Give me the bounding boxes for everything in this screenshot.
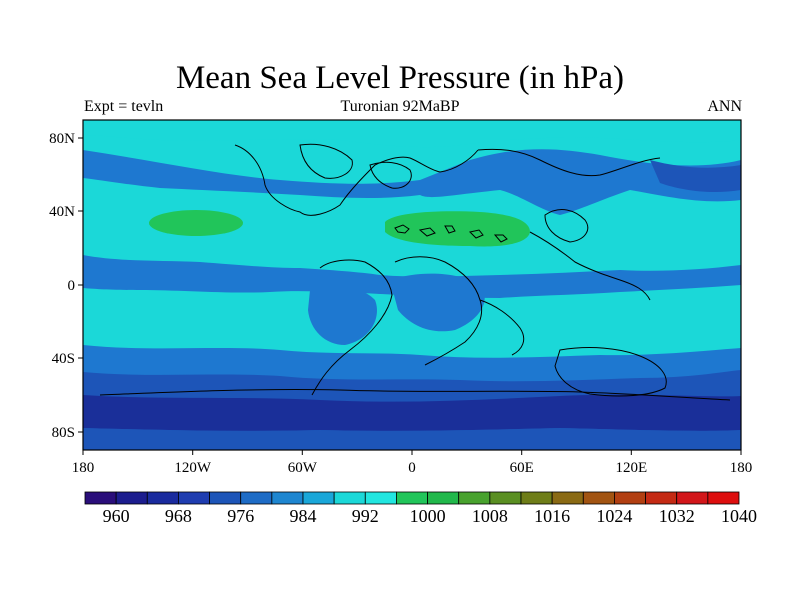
south-america-low: [308, 285, 377, 345]
lon-label-180w: 180: [72, 460, 95, 476]
colorbar-swatch: [271, 491, 304, 505]
coast-laurasia-east: [477, 148, 661, 177]
colorbar-label: 992: [352, 506, 379, 526]
colorbar-swatch: [396, 491, 428, 505]
colorbar-swatch: [209, 491, 242, 505]
map-title: Mean Sea Level Pressure (in hPa): [175, 60, 625, 96]
coast-north-america: [234, 144, 479, 216]
colorbar-swatch: [582, 491, 615, 505]
colorbar-label: 984: [290, 506, 317, 526]
coast-antarctica: [99, 388, 731, 401]
antarctic-strip: [83, 428, 741, 450]
colorbar-swatch: [364, 491, 397, 505]
pressure-field: [83, 120, 741, 450]
colorbar-label: 1000: [410, 506, 446, 526]
colorbar-swatch: [489, 491, 522, 505]
colorbar-swatch: [115, 491, 148, 505]
colorbar-label: 976: [227, 506, 254, 526]
lat-label-80s: 80S: [52, 425, 75, 441]
period-label: Turonian 92MaBP: [340, 98, 460, 115]
coast-east-asia: [544, 209, 589, 243]
lat-label-40s: 40S: [52, 351, 75, 367]
colorbar-swatch: [645, 491, 678, 505]
coast-australia: [554, 347, 667, 397]
coast-south-america: [311, 259, 393, 396]
southern-low-core: [83, 394, 741, 431]
colorbar-label: 1016: [534, 506, 570, 526]
colorbar-swatch: [707, 491, 740, 505]
lon-label-60w: 60W: [288, 460, 318, 476]
lon-label-60e: 60E: [510, 460, 534, 476]
lon-label-0: 0: [408, 460, 416, 476]
lat-label-0: 0: [68, 278, 76, 294]
colorbar: [84, 491, 740, 505]
northern-low-band: [83, 149, 741, 215]
colorbar-swatch: [520, 491, 553, 505]
coastlines: [99, 143, 731, 401]
tropical-low-band: [83, 255, 741, 298]
colorbar-swatch: [427, 491, 460, 505]
colorbar-label: 960: [103, 506, 130, 526]
season-label: ANN: [707, 98, 742, 115]
lon-label-120w: 120W: [174, 460, 212, 476]
colorbar-swatch: [146, 491, 179, 505]
colorbar-label: 968: [165, 506, 192, 526]
lon-label-180e: 180: [730, 460, 753, 476]
arctic-band: [83, 120, 741, 148]
lon-ticks: [82, 450, 742, 455]
colorbar-swatch: [178, 491, 210, 505]
colorbar-swatch: [84, 491, 117, 505]
colorbar-swatch: [614, 491, 646, 505]
lat-label-80n: 80N: [49, 131, 75, 147]
colorbar-swatch: [333, 491, 366, 505]
colorbar-label: 1008: [472, 506, 508, 526]
north-pacific-low: [650, 160, 741, 193]
coast-asia: [529, 231, 651, 301]
colorbar-label: 1032: [659, 506, 695, 526]
lat-label-40n: 40N: [49, 204, 75, 220]
coast-europe: [369, 161, 412, 189]
colorbar-swatch: [551, 491, 584, 505]
colorbar-label: 1024: [596, 506, 632, 526]
colorbar-labels: 960 968 976 984 992 1000 1008 1016 1024 1032 1040: [103, 506, 757, 526]
experiment-label: Expt = tevln: [84, 98, 164, 115]
colorbar-swatch: [302, 491, 335, 505]
coast-greenland: [299, 143, 353, 179]
colorbar-swatch: [676, 491, 709, 505]
colorbar-label: 1040: [721, 506, 757, 526]
colorbar-swatch: [458, 491, 491, 505]
colorbar-swatch: [240, 491, 273, 505]
lon-label-120e: 120E: [615, 460, 647, 476]
coast-tethys-islands: [394, 224, 508, 243]
pacific-high: [149, 210, 243, 236]
tethys-high: [385, 211, 530, 247]
lat-ticks: [78, 137, 83, 433]
coast-india: [479, 299, 525, 356]
